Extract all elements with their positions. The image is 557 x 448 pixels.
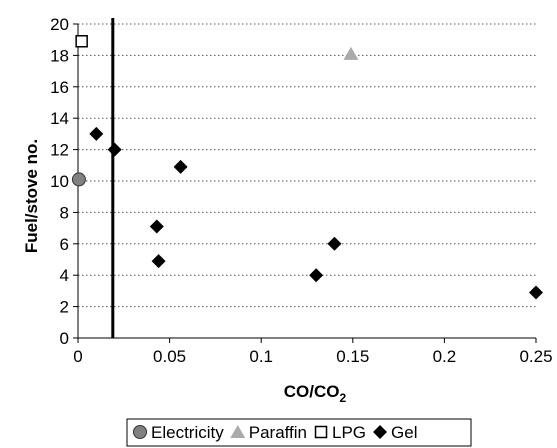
legend: Electricity Paraffin LPG Gel xyxy=(126,418,472,447)
point-gel-5 xyxy=(151,254,166,269)
x-tick-label: 0 xyxy=(73,347,82,366)
point-gel-3 xyxy=(173,159,188,174)
legend-marker-gel xyxy=(373,425,388,439)
x-tick-label: 0.1 xyxy=(249,347,273,366)
point-gel-2 xyxy=(107,142,122,157)
y-axis-title: Fuel/stove no. xyxy=(22,139,41,253)
legend-label-electricity: Electricity xyxy=(151,423,224,442)
point-paraffin-1 xyxy=(343,46,359,60)
legend-label-gel: Gel xyxy=(391,423,417,442)
y-tick-labels: 0 2 4 6 8 10 12 14 16 18 20 xyxy=(50,15,69,348)
y-tick-label: 18 xyxy=(50,46,69,65)
legend-label-lpg: LPG xyxy=(332,423,366,442)
y-tick-label: 10 xyxy=(50,172,69,191)
point-gel-4 xyxy=(149,219,164,234)
y-tick-label: 6 xyxy=(60,235,69,254)
y-tick-label: 8 xyxy=(60,203,69,222)
axes xyxy=(73,23,537,343)
point-gel-7 xyxy=(309,268,324,283)
y-tick-label: 14 xyxy=(50,109,69,128)
x-tick-label: 0.05 xyxy=(153,347,186,366)
y-tick-label: 16 xyxy=(50,78,69,97)
x-axis-title-main: CO/CO xyxy=(284,382,340,401)
x-tick-label: 0.25 xyxy=(519,347,552,366)
point-gel-8 xyxy=(529,285,543,300)
legend-box xyxy=(126,418,472,447)
x-axis-title-subscript: 2 xyxy=(340,391,347,405)
y-tick-label: 2 xyxy=(60,298,69,317)
x-tick-label: 0.15 xyxy=(336,347,369,366)
data-points xyxy=(71,35,543,300)
y-tick-label: 0 xyxy=(60,329,69,348)
point-lpg-1 xyxy=(75,35,88,48)
legend-label-paraffin: Paraffin xyxy=(249,423,307,442)
legend-marker-lpg xyxy=(314,425,328,439)
gridlines xyxy=(78,23,536,308)
x-axis-title: CO/CO2 xyxy=(284,382,347,405)
y-tick-label: 20 xyxy=(50,15,69,34)
x-tick-labels: 0 0.05 0.1 0.15 0.2 0.25 xyxy=(73,347,552,366)
y-tick-label: 12 xyxy=(50,141,69,160)
point-gel-6 xyxy=(327,236,342,251)
legend-marker-electricity xyxy=(133,425,147,439)
x-tick-label: 0.2 xyxy=(433,347,457,366)
point-gel-1 xyxy=(89,126,104,141)
legend-marker-paraffin xyxy=(230,425,246,438)
point-electricity-1 xyxy=(71,172,86,187)
y-tick-label: 4 xyxy=(60,266,69,285)
